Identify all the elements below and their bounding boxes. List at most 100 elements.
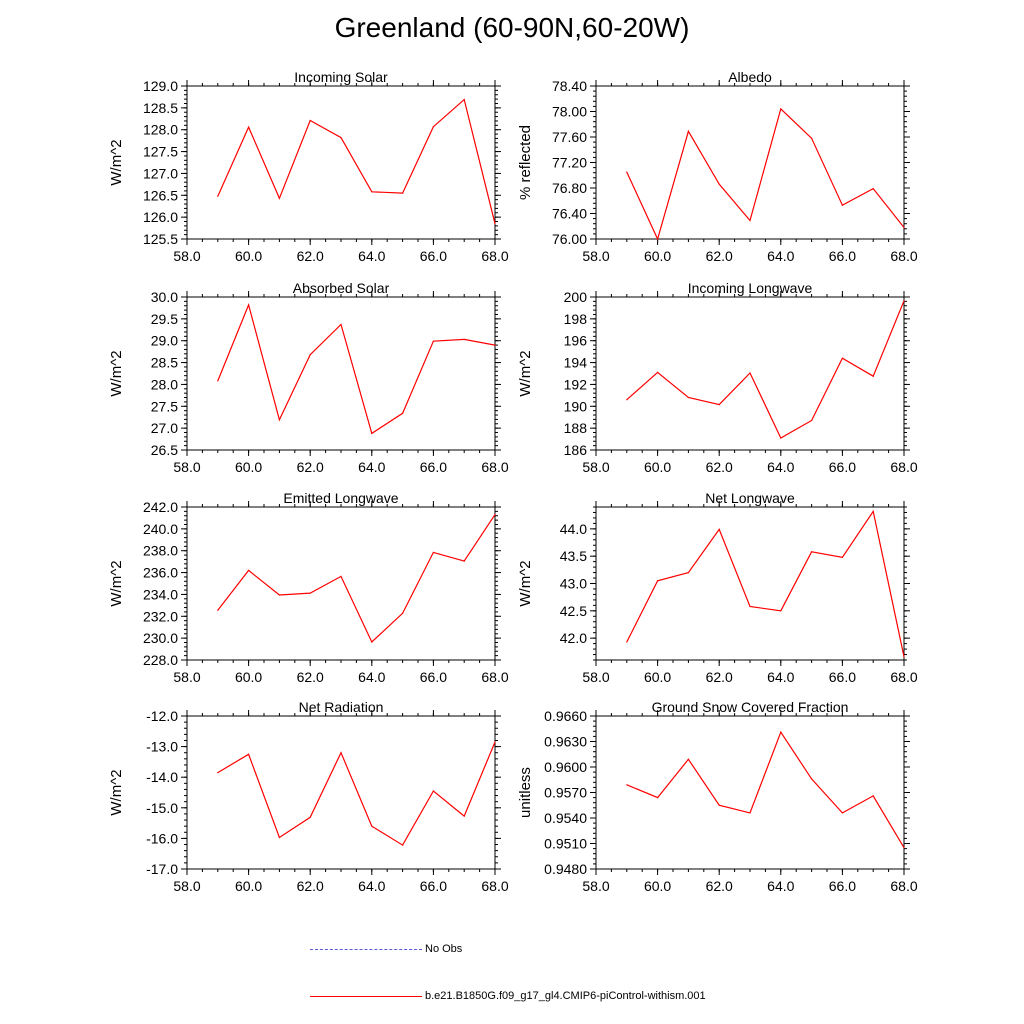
data-point [657,238,659,240]
data-point [626,784,628,786]
data-point [309,816,311,818]
data-point [402,412,404,414]
y-tick-label: -12.0 [146,708,178,724]
x-tick-label: 58.0 [173,669,200,685]
y-axis-label: W/m^2 [108,560,125,606]
figure-title: Greenland (60-90N,60-20W) [334,12,690,43]
y-tick-label: 0.9630 [544,734,587,750]
data-point [340,752,342,754]
plot-frame [595,715,905,870]
y-tick-label: 228.0 [143,652,178,668]
series-line [217,514,496,644]
data-point [718,804,720,806]
x-tick-label: 58.0 [173,878,200,894]
legend-label-obs: No Obs [425,943,463,955]
y-tick-label: -16.0 [146,830,178,846]
data-point [687,130,690,132]
x-tick-label: 62.0 [706,248,733,264]
x-tick-label: 64.0 [767,459,794,475]
data-point [217,380,219,382]
data-point [494,223,496,225]
x-tick-label: 58.0 [582,248,609,264]
x-tick-label: 64.0 [358,669,385,685]
y-tick-label: 76.80 [552,180,587,196]
y-tick-label: 242.0 [143,499,178,515]
data-point [749,372,751,374]
y-tick-label: -13.0 [146,739,178,755]
data-point [903,847,905,849]
data-point [811,419,813,422]
data-point [309,119,311,122]
y-tick-label: 198 [564,311,588,327]
series-line [626,300,905,439]
data-point [841,204,844,206]
data-point [248,304,250,306]
data-point [463,98,465,101]
y-tick-label: 44.0 [560,521,587,537]
legend-item-obs: No Obs [310,941,462,957]
y-tick-label: 26.5 [151,442,178,458]
x-tick-label: 62.0 [297,878,324,894]
legend-label-model: b.e21.B1850G.f09_g17_gl4.CMIP6-piControl… [425,990,706,1002]
y-tick-label: -14.0 [146,769,178,785]
data-point [432,790,434,792]
data-point [841,812,844,814]
y-tick-label: 234.0 [143,586,178,602]
y-tick-label: 188 [564,420,588,436]
y-tick-label: 240.0 [143,521,178,537]
data-point [463,815,465,817]
data-point [687,571,690,574]
data-point [278,836,280,839]
series-line [626,730,905,849]
y-tick-label: 200 [564,289,588,305]
data-point [278,419,280,421]
panel-title: Ground Snow Covered Fraction [652,699,849,715]
x-tick-label: 68.0 [890,248,917,264]
y-tick-label: 196 [564,333,588,349]
data-point [494,344,496,346]
x-tick-label: 68.0 [481,248,508,264]
data-point [463,338,465,341]
y-tick-label: 236.0 [143,565,178,581]
y-tick-label: 0.9540 [544,810,587,826]
plot-frame [595,506,905,661]
data-point [402,844,404,846]
x-tick-label: 64.0 [767,248,794,264]
y-tick-label: 127.5 [143,144,178,160]
y-tick-label: 186 [564,442,588,458]
x-tick-label: 60.0 [235,248,262,264]
data-point [371,191,373,193]
data-point [657,580,659,582]
x-tick-label: 66.0 [420,248,447,264]
x-tick-label: 58.0 [173,248,200,264]
y-axis-label: unitless [517,767,534,818]
panel-title: Incoming Solar [294,69,388,85]
data-point [248,569,250,571]
x-tick-label: 60.0 [235,459,262,475]
data-point [432,551,434,553]
data-point [872,510,874,512]
y-tick-label: 128.0 [143,122,178,138]
data-point [657,797,659,799]
data-point [626,399,628,401]
y-tick-label: 0.9570 [544,785,587,801]
data-point [872,375,874,377]
y-tick-label: 78.40 [552,78,587,94]
x-tick-label: 68.0 [890,459,917,475]
data-point [749,219,751,222]
x-tick-label: 66.0 [829,248,856,264]
x-tick-label: 60.0 [644,459,671,475]
y-tick-label: 29.0 [151,333,178,349]
legend-swatch-obs [310,948,422,950]
data-point [687,758,690,760]
y-tick-label: 238.0 [143,543,178,559]
y-tick-label: 28.0 [151,376,178,392]
data-point [780,610,782,612]
x-tick-label: 66.0 [829,878,856,894]
y-axis-label: % reflected [517,125,534,200]
data-point [278,197,280,199]
y-axis-label: W/m^2 [108,769,125,815]
x-tick-label: 64.0 [767,878,794,894]
data-point [248,753,250,755]
